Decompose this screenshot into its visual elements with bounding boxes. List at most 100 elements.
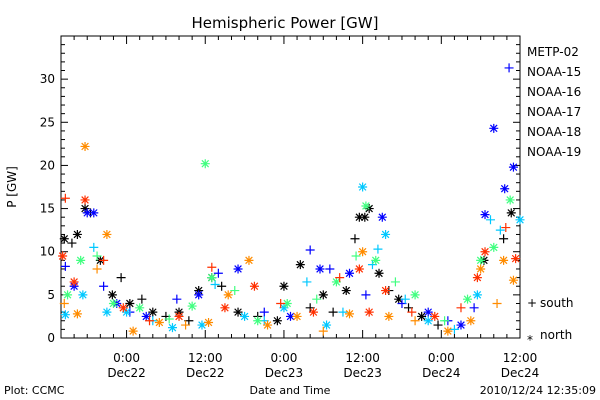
north-marker: [480, 247, 490, 257]
north-marker: [295, 260, 305, 270]
north-marker: [500, 184, 510, 194]
south-marker: [89, 242, 99, 252]
south-marker: [504, 63, 514, 73]
x-axis-label: Date and Time: [250, 384, 331, 397]
north-marker: [200, 159, 210, 169]
north-marker: [72, 309, 82, 319]
south-marker: [116, 273, 126, 283]
north-marker: [125, 298, 135, 308]
north-marker: [371, 255, 381, 265]
series-noaa-15: [60, 63, 518, 330]
x-tick-time-label: 12:00: [345, 351, 380, 365]
y-tick-label: 30: [40, 72, 55, 86]
south-marker: [449, 324, 459, 334]
north-marker: [381, 229, 391, 239]
legend-entry: METP-02: [527, 45, 579, 59]
legend: METP-02 NOAA-15 NOAA-16 NOAA-17 NOAA-18 NOAA-…: [527, 45, 581, 159]
north-marker: [233, 264, 243, 274]
north-marker: [240, 311, 250, 321]
south-marker: [499, 234, 509, 244]
north-marker: [58, 251, 68, 261]
south-marker: [210, 280, 220, 290]
north-marker: [423, 316, 433, 326]
north-marker: [128, 326, 138, 336]
north-marker: [423, 307, 433, 317]
north-marker: [489, 242, 499, 252]
north-marker: [82, 208, 92, 218]
x-tick-time-label: 0:00: [428, 351, 455, 365]
north-marker: [364, 307, 374, 317]
north-marker: [308, 307, 318, 317]
x-tick-time-label: 12:00: [503, 351, 538, 365]
north-marker: [345, 309, 355, 319]
north-marker: [515, 215, 525, 225]
north-marker: [286, 311, 295, 321]
legend-entry: NOAA-15: [527, 65, 581, 79]
north-marker: [108, 298, 118, 308]
footer-right: 2010/12/24 12:35:09: [480, 384, 596, 397]
south-marker: [181, 320, 191, 330]
north-marker: [69, 277, 79, 287]
footer-left: Plot: CCMC: [4, 384, 65, 397]
north-marker: [60, 310, 70, 320]
y-axis-ticks: 0 5 10 15 20 25 30: [40, 35, 520, 345]
north-marker: [499, 255, 509, 265]
series-noaa-16: [60, 182, 525, 334]
north-marker: [361, 201, 371, 211]
north-marker: [148, 307, 158, 317]
south-marker: [338, 307, 348, 317]
north-marker: [197, 320, 207, 330]
north-marker: [279, 303, 289, 313]
north-marker: [489, 123, 499, 133]
south-marker: [172, 294, 182, 304]
marker-legend: + south * north: [527, 296, 574, 347]
south-marker: [469, 303, 479, 313]
south-marker: [390, 277, 400, 287]
north-marker: [476, 264, 486, 274]
south-marker: [433, 320, 443, 330]
north-marker: [456, 320, 466, 330]
marker-legend-label: south: [540, 296, 574, 310]
north-marker: [194, 290, 204, 300]
south-marker: [230, 286, 240, 296]
north-marker: [249, 281, 259, 291]
south-marker: [495, 225, 505, 235]
x-tick-time-label: 0:00: [113, 351, 140, 365]
south-marker: [145, 316, 155, 326]
north-marker: [63, 290, 73, 300]
north-marker: [381, 286, 391, 296]
south-marker: [164, 314, 174, 324]
series-noaa-17: [63, 159, 515, 326]
x-tick-date-label: Dec24: [501, 366, 540, 380]
south-marker: [400, 294, 410, 304]
south-marker: [213, 268, 223, 278]
south-marker: [325, 264, 335, 274]
north-marker: [244, 255, 254, 265]
data-points: [58, 63, 525, 336]
north-marker: [89, 208, 99, 218]
x-tick-date-label: Dec23: [265, 366, 304, 380]
north-marker: [430, 311, 440, 321]
north-marker: [80, 195, 90, 205]
y-tick-label: 0: [47, 331, 55, 345]
north-marker: [72, 229, 82, 239]
north-marker: [141, 311, 151, 321]
north-marker: [472, 273, 482, 283]
north-marker: [135, 303, 145, 313]
south-marker: [259, 307, 269, 317]
south-marker: [492, 298, 502, 308]
north-marker: [358, 247, 368, 257]
north-marker: [154, 317, 164, 327]
south-marker: [440, 316, 450, 326]
north-marker: [472, 290, 482, 300]
north-marker: [253, 316, 263, 326]
south-marker: [407, 307, 417, 317]
north-marker: [118, 303, 128, 313]
north-marker: [233, 307, 243, 317]
north-marker: [384, 311, 394, 321]
y-tick-label: 15: [40, 202, 55, 216]
south-marker: [302, 277, 312, 287]
north-marker: [167, 323, 177, 333]
north-marker: [282, 298, 292, 308]
